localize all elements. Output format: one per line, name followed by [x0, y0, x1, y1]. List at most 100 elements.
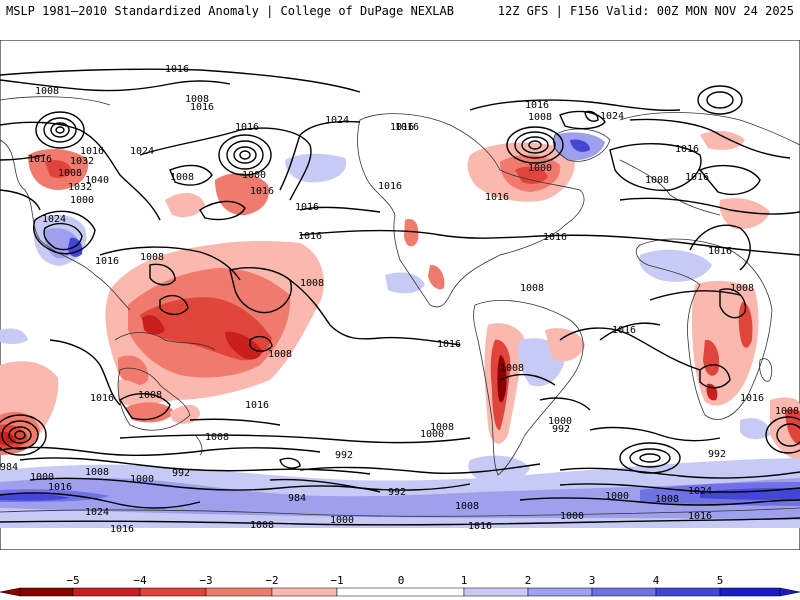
- colorbar-swatch: [591, 587, 657, 597]
- colorbar-tick-label: 1: [461, 574, 468, 587]
- colorbar-tick-label: −5: [66, 574, 79, 587]
- isobar-label: 992: [552, 424, 570, 435]
- isobar-label: 1008: [58, 168, 82, 179]
- isobar-label: 1016: [95, 256, 119, 267]
- isobar-label: 1016: [468, 521, 492, 532]
- negative-anomaly-region: [118, 355, 149, 386]
- colorbar-swatches: [0, 587, 800, 597]
- isobar-label: 1040: [85, 175, 109, 186]
- coastlines: [0, 96, 800, 517]
- isobar-label: 1016: [245, 400, 269, 411]
- isobars: [0, 68, 800, 526]
- isobar-label: 1008: [140, 252, 164, 263]
- isobar-label: 1008: [138, 390, 162, 401]
- colorbar-arrow-low: [0, 587, 21, 597]
- negative-anomaly-region: [700, 130, 745, 150]
- negative-anomaly-region: [428, 264, 445, 290]
- isobar-label: 1016: [395, 122, 419, 133]
- isobar-label: 1008: [500, 363, 524, 374]
- positive-anomaly-region: [740, 418, 770, 440]
- isobar-label: 1032: [70, 156, 94, 167]
- isobar-label: 1016: [378, 181, 402, 192]
- negative-anomaly-region: [125, 402, 175, 423]
- isobar-label: 984: [288, 493, 306, 504]
- isobar-label: 1008: [85, 467, 109, 478]
- isobar-label: 1016: [525, 100, 549, 111]
- isobar-label: 1016: [298, 231, 322, 242]
- isobar-label: 1024: [325, 115, 349, 126]
- negative-anomaly-region: [165, 193, 205, 218]
- isobar-label: 1016: [48, 482, 72, 493]
- isobar-label: 1024: [42, 214, 66, 225]
- isobar-label: 1016: [675, 144, 699, 155]
- colorbar-tick-label: 0: [398, 574, 405, 587]
- colorbar-tick-label: 3: [589, 574, 596, 587]
- colorbar-ticks: −5 −4 −3 −2 −1 0 1 2 3 4 5: [66, 574, 723, 587]
- isobar-label: 1008: [268, 349, 292, 360]
- positive-anomaly-region: [639, 249, 712, 282]
- isobar-label: 1008: [528, 112, 552, 123]
- isobar-label: 1000: [605, 491, 629, 502]
- isobar-label: 1008: [170, 172, 194, 183]
- isobar-label: 1016: [295, 202, 319, 213]
- positive-anomaly-region: [0, 328, 28, 345]
- isobar-label: 1016: [740, 393, 764, 404]
- isobar-label: 1016: [28, 154, 52, 165]
- colorbar-tick-label: −2: [265, 574, 278, 587]
- negative-anomaly-region: [170, 404, 200, 424]
- anomaly-map: 1016 1008 1008 1016 1016 1024 1016 1016 …: [0, 40, 800, 550]
- positive-anomaly-region: [0, 493, 70, 501]
- isobar-label: 1016: [437, 339, 461, 350]
- positive-anomaly-region: [570, 139, 590, 152]
- colorbar-swatch: [271, 587, 338, 597]
- isobar-label: 1008: [655, 494, 679, 505]
- colorbar-arrow-high: [779, 587, 800, 597]
- isobar-label: 1008: [250, 520, 274, 531]
- colorbar-swatch: [205, 587, 273, 597]
- colorbar-tick-label: 5: [717, 574, 724, 587]
- colorbar-tick-label: 4: [653, 574, 660, 587]
- colorbar-swatch: [19, 587, 74, 597]
- negative-anomaly-region: [515, 166, 548, 184]
- isobar-label: 1016: [110, 524, 134, 535]
- negative-anomaly-region: [703, 339, 720, 376]
- isobar-label: 1000: [70, 195, 94, 206]
- isobar-label: 1000: [548, 416, 572, 427]
- isobar-label: 1016: [708, 246, 732, 257]
- negative-anomaly-region: [45, 160, 72, 178]
- isobar-label: 992: [335, 450, 353, 461]
- isobar-label: 1008: [455, 501, 479, 512]
- colorbar-swatch: [655, 587, 721, 597]
- colorbar: −5 −4 −3 −2 −1 0 1 2 3 4 5: [0, 568, 800, 600]
- negative-anomaly-region: [225, 331, 262, 360]
- positive-anomaly-region: [285, 153, 347, 183]
- isobar-label: 1024: [600, 111, 624, 122]
- isobar-label: 1008: [775, 406, 799, 417]
- map-title: MSLP 1981–2010 Standardized Anomaly | Co…: [6, 4, 454, 18]
- model-run-info: 12Z GFS | F156 Valid: 00Z MON NOV 24 202…: [497, 4, 794, 18]
- positive-anomaly-region: [385, 272, 425, 294]
- colorbar-tick-label: −1: [330, 574, 343, 587]
- isobar-label: 1016: [688, 511, 712, 522]
- negative-anomaly-region: [404, 219, 419, 247]
- negative-anomaly-region: [545, 328, 585, 362]
- isobar-label: 1016: [250, 186, 274, 197]
- isobar-label: 1008: [730, 283, 754, 294]
- isobar-label: 1016: [485, 192, 509, 203]
- colorbar-swatch: [463, 587, 529, 597]
- isobar-label: 992: [388, 487, 406, 498]
- isobar-labels: 1016 1008 1008 1016 1016 1024 1016 1016 …: [0, 64, 799, 535]
- positive-anomaly-region: [700, 488, 800, 500]
- colorbar-swatch: [72, 587, 141, 597]
- isobar-label: 1016: [612, 325, 636, 336]
- isobar-label: 992: [708, 449, 726, 460]
- colorbar-tick-label: 2: [525, 574, 532, 587]
- isobar-label: 1024: [85, 507, 109, 518]
- negative-anomaly-region: [215, 173, 269, 216]
- isobar-label: 1000: [130, 474, 154, 485]
- isobar-label: 1032: [68, 182, 92, 193]
- colorbar-tick-label: −3: [199, 574, 212, 587]
- isobar-label: 1016: [80, 146, 104, 157]
- isobar-label: 1008: [300, 278, 324, 289]
- isobar-label: 1008: [430, 422, 454, 433]
